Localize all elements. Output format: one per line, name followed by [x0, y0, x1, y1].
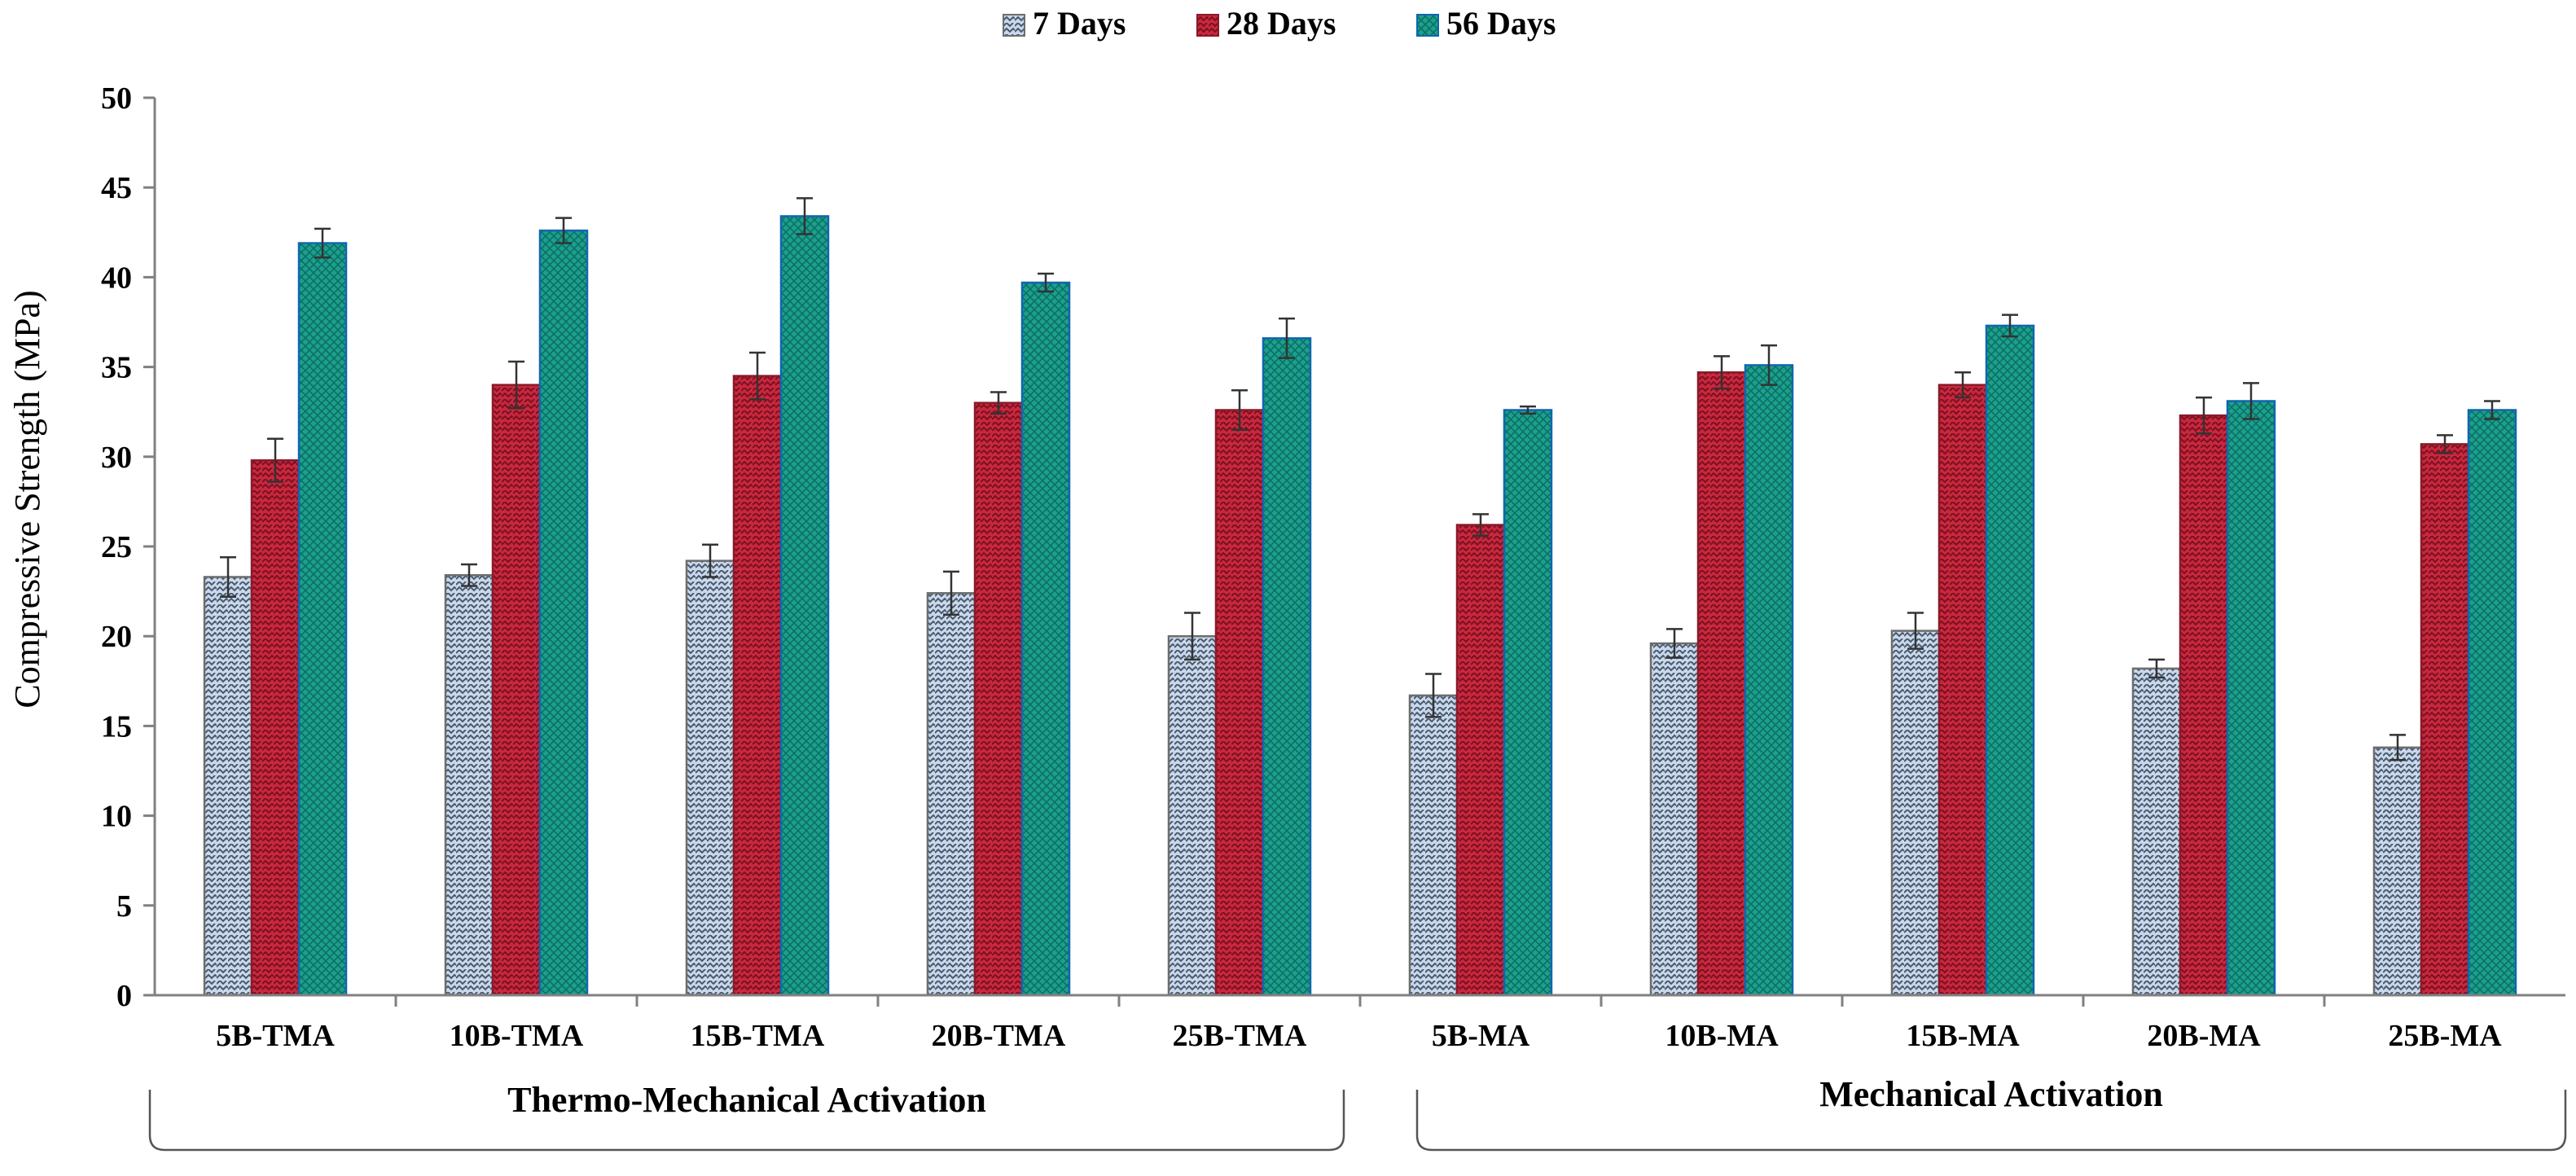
bar	[1696, 371, 1747, 997]
x-axis: 5B-TMA 10B-TMA 15B-TMA 20B-TMA 25B-TMA 5B-MA 1…	[155, 994, 2565, 1053]
y-tick-label: 20	[101, 620, 132, 654]
legend-label: 7 Days	[1033, 5, 1126, 42]
bar	[2179, 414, 2229, 997]
bars	[203, 197, 2517, 997]
bar	[250, 459, 301, 997]
group-label: Thermo-Mechanical Activation	[507, 1080, 986, 1120]
x-category-label: 10B-MA	[1665, 1019, 1779, 1053]
x-category-label: 15B-TMA	[691, 1019, 825, 1053]
bar	[1503, 409, 1553, 997]
bar	[1455, 524, 1506, 997]
bar	[1649, 642, 1700, 997]
y-tick-label: 0	[116, 979, 132, 1013]
legend-swatch	[1003, 14, 1025, 37]
bar	[973, 402, 1024, 997]
y-tick-label: 5	[116, 889, 132, 924]
group-bracket	[148, 1090, 1345, 1152]
y-tick-label: 50	[101, 81, 132, 116]
x-category-label: 5B-MA	[1432, 1019, 1530, 1053]
group-brackets: Thermo-Mechanical Activation Mechanical A…	[148, 1074, 2567, 1152]
bar	[1020, 281, 1071, 997]
group-bracket	[1415, 1090, 2567, 1152]
bar	[779, 215, 830, 997]
bar	[2372, 746, 2423, 997]
x-category-label: 5B-TMA	[216, 1019, 335, 1053]
bar	[926, 592, 976, 997]
y-tick-label: 30	[101, 441, 132, 475]
x-category-label: 20B-MA	[2147, 1019, 2261, 1053]
y-tick-label: 35	[101, 351, 132, 385]
bar	[297, 242, 348, 997]
bar	[1262, 337, 1312, 997]
bar	[1890, 630, 1941, 997]
y-tick-label: 25	[101, 530, 132, 564]
y-tick-label: 10	[101, 800, 132, 834]
x-category-label: 25B-TMA	[1173, 1019, 1307, 1053]
bar	[732, 375, 783, 997]
x-category-label: 15B-MA	[1906, 1019, 2020, 1053]
x-category-label: 20B-TMA	[932, 1019, 1066, 1053]
x-category-label: 10B-TMA	[450, 1019, 584, 1053]
bar	[203, 576, 253, 997]
bar	[1985, 324, 2035, 997]
bar	[444, 574, 494, 997]
y-axis: 0 5 10 15 20 25 30 35 40 45 50	[101, 81, 156, 1013]
bar	[685, 559, 735, 997]
x-category-label: 25B-MA	[2388, 1019, 2502, 1053]
bar	[2226, 400, 2276, 997]
legend-swatch	[1416, 14, 1439, 37]
legend-label: 56 Days	[1446, 5, 1556, 42]
y-tick-label: 45	[101, 171, 132, 205]
bar	[2420, 443, 2470, 997]
y-tick-label: 40	[101, 261, 132, 295]
bar	[1214, 409, 1265, 997]
y-tick-label: 15	[101, 709, 132, 744]
bar	[1167, 634, 1218, 997]
bar	[2131, 667, 2182, 997]
legend-label: 28 Days	[1227, 5, 1336, 42]
bar	[2467, 409, 2517, 997]
bar	[1408, 694, 1459, 997]
bar	[1744, 364, 1794, 997]
y-axis-label: Compressive Strength (MPa)	[7, 290, 47, 708]
bar	[491, 384, 542, 997]
bar	[1937, 384, 1988, 997]
group-label: Mechanical Activation	[1819, 1074, 2163, 1114]
legend-swatch	[1196, 14, 1219, 37]
legend: 7 Days 28 Days 56 Days	[1003, 5, 1556, 42]
bar	[538, 229, 589, 997]
